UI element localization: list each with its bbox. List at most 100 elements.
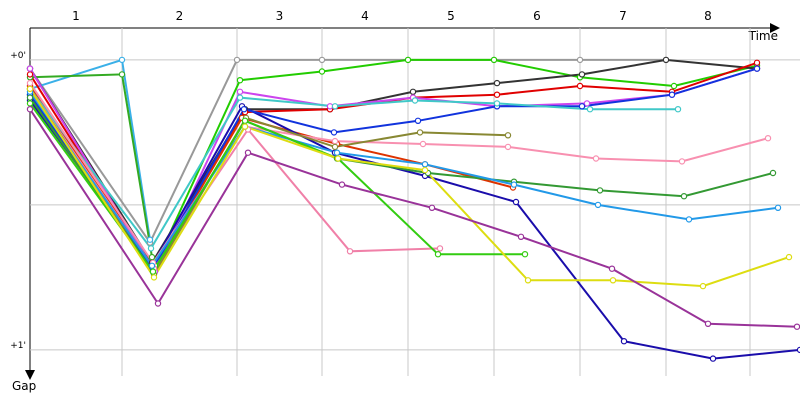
point [662, 56, 670, 64]
lap-label: 4 [361, 9, 369, 23]
point [26, 100, 34, 107]
lap-label: 7 [619, 9, 627, 23]
point [704, 320, 712, 327]
point [709, 355, 717, 362]
point [236, 94, 244, 101]
point [594, 201, 602, 209]
plot: 1 2 3 4 5 6 7 8 +0' +1' [10, 9, 800, 376]
point [318, 68, 326, 75]
point [331, 137, 339, 145]
point [26, 85, 34, 93]
point [428, 204, 436, 211]
point [583, 100, 591, 107]
point [146, 236, 154, 243]
point [596, 187, 604, 194]
point [576, 56, 584, 64]
point [421, 161, 429, 168]
point [26, 65, 34, 72]
point [670, 82, 678, 90]
point [26, 79, 34, 87]
point [609, 277, 617, 284]
series-line [29, 88, 678, 251]
point [608, 265, 616, 272]
point [769, 169, 777, 177]
point [753, 59, 761, 67]
point [331, 103, 339, 110]
point [493, 91, 501, 98]
x-axis-label: Time [748, 29, 778, 43]
point [796, 346, 800, 354]
point [512, 198, 520, 206]
point [578, 103, 586, 110]
point [764, 134, 772, 142]
point [411, 97, 419, 104]
point [419, 140, 427, 148]
point [331, 143, 339, 151]
point [421, 166, 429, 174]
point [404, 56, 412, 64]
point [236, 76, 244, 84]
point [753, 65, 761, 72]
point [414, 117, 422, 125]
point [241, 117, 249, 125]
point [148, 262, 156, 269]
point [586, 105, 594, 113]
point [493, 79, 501, 87]
point [578, 71, 586, 78]
point [334, 155, 342, 162]
point [504, 132, 512, 139]
y-tick-label: +0' [10, 51, 26, 61]
point [147, 245, 155, 252]
point [685, 216, 693, 223]
point [490, 56, 498, 64]
point [434, 250, 442, 258]
point [674, 105, 682, 113]
point [524, 277, 532, 284]
lap-label: 5 [447, 9, 455, 23]
lap-label: 3 [276, 9, 284, 23]
point [154, 300, 162, 307]
point [409, 88, 417, 96]
y-axis-label: Gap [12, 379, 36, 393]
point [118, 71, 126, 78]
point [678, 158, 686, 165]
y-tick-label: +1' [10, 341, 26, 351]
point [149, 268, 157, 275]
lap-label: 8 [704, 9, 712, 23]
y-axis-arrow [25, 370, 35, 380]
point [793, 323, 800, 330]
point [26, 94, 34, 101]
series-line [29, 85, 514, 271]
point [244, 149, 252, 156]
point [774, 204, 782, 211]
x-axis-arrow [770, 23, 780, 33]
point [26, 71, 34, 78]
point [517, 233, 525, 240]
point [240, 105, 248, 113]
point [26, 105, 34, 113]
point [785, 253, 793, 261]
point [330, 129, 338, 136]
series-line [29, 99, 800, 360]
point [318, 56, 326, 64]
point [504, 143, 512, 151]
point [521, 250, 529, 258]
point [668, 91, 676, 98]
point [592, 155, 600, 162]
point [333, 149, 341, 156]
series-line [29, 58, 151, 240]
point [148, 253, 156, 261]
point [346, 248, 354, 255]
point [416, 129, 424, 136]
point [233, 56, 241, 64]
series-line [29, 58, 666, 245]
lap-label: 2 [176, 9, 184, 23]
lap-label: 6 [533, 9, 541, 23]
point [576, 82, 584, 90]
point [620, 338, 628, 345]
point [338, 181, 346, 188]
point [510, 181, 518, 188]
lap-label: 1 [72, 9, 80, 23]
point [150, 274, 158, 281]
